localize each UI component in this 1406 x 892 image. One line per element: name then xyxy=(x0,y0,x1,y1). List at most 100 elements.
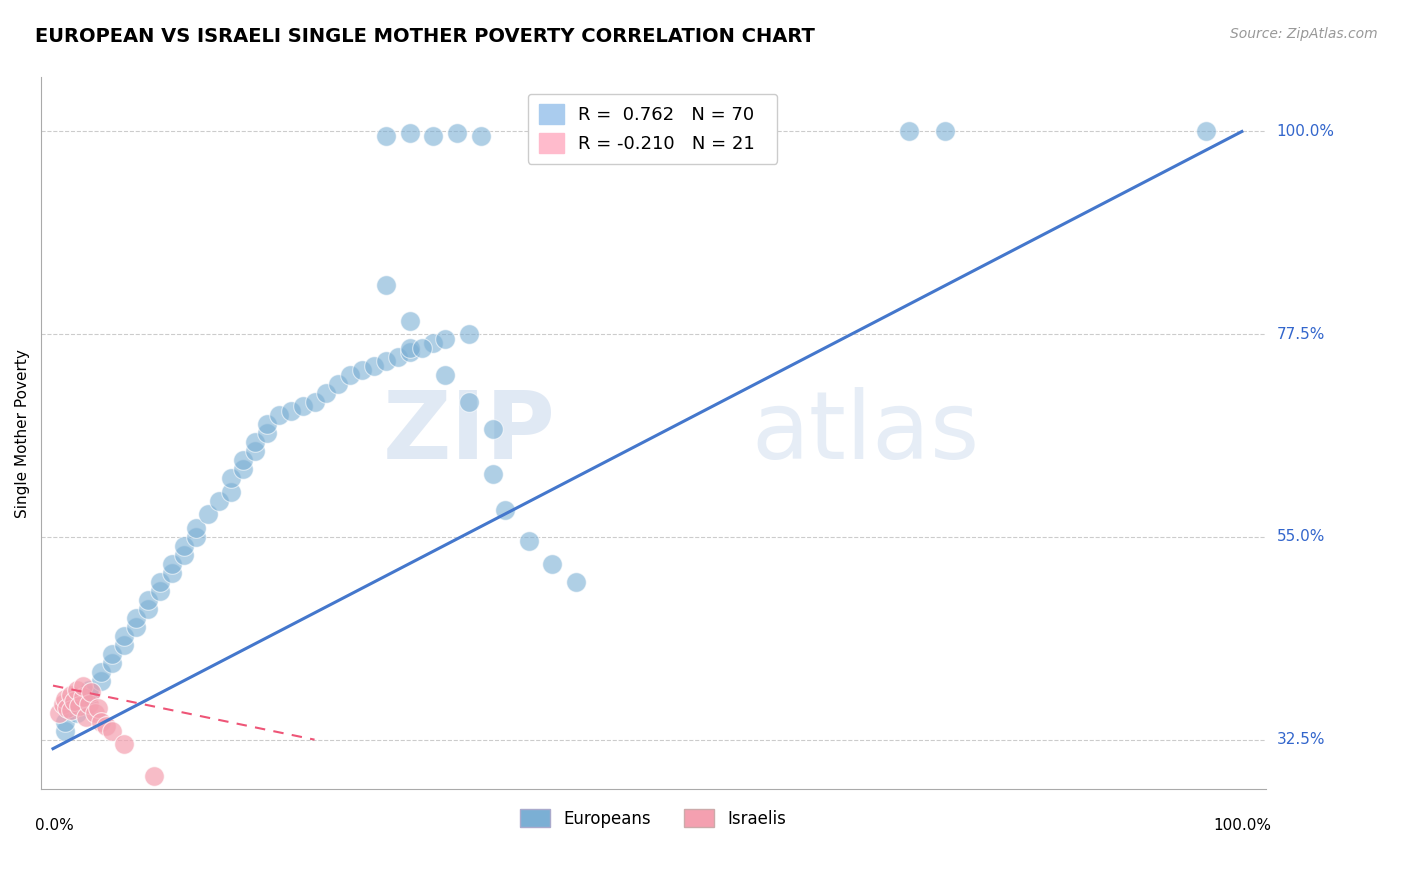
Point xyxy=(304,394,326,409)
Point xyxy=(112,737,135,751)
Point xyxy=(315,385,337,400)
Point xyxy=(77,683,100,698)
Point xyxy=(101,723,124,738)
Point xyxy=(101,647,124,661)
Point xyxy=(67,699,90,714)
Text: 55.0%: 55.0% xyxy=(1277,530,1324,544)
Point xyxy=(470,128,492,143)
Point xyxy=(256,417,278,432)
Text: 100.0%: 100.0% xyxy=(1277,124,1334,139)
Point xyxy=(160,566,183,580)
Point xyxy=(934,124,956,138)
Point xyxy=(53,723,76,738)
Text: 32.5%: 32.5% xyxy=(1277,732,1326,747)
Point xyxy=(256,426,278,441)
Point xyxy=(75,710,97,724)
Point xyxy=(291,399,314,413)
Point xyxy=(160,557,183,571)
Point xyxy=(434,332,457,346)
Point xyxy=(66,706,89,720)
Point xyxy=(374,277,396,292)
Point xyxy=(541,557,564,571)
Point xyxy=(59,688,82,702)
Point xyxy=(517,534,540,549)
Point xyxy=(56,701,79,715)
Text: Source: ZipAtlas.com: Source: ZipAtlas.com xyxy=(1230,27,1378,41)
Point xyxy=(434,368,457,382)
Point xyxy=(53,714,76,729)
Point xyxy=(125,620,148,634)
Point xyxy=(422,128,444,143)
Point xyxy=(458,327,481,342)
Point xyxy=(482,422,505,436)
Point xyxy=(184,530,207,544)
Point xyxy=(232,453,254,467)
Point xyxy=(143,769,166,783)
Point xyxy=(446,126,468,140)
Point xyxy=(80,685,103,699)
Point xyxy=(149,574,172,589)
Point xyxy=(422,336,444,351)
Point xyxy=(898,124,921,138)
Point xyxy=(184,521,207,535)
Point xyxy=(363,359,385,373)
Point xyxy=(387,350,409,364)
Point xyxy=(398,314,420,328)
Point xyxy=(66,697,89,711)
Point xyxy=(458,394,481,409)
Y-axis label: Single Mother Poverty: Single Mother Poverty xyxy=(15,349,30,517)
Point xyxy=(125,611,148,625)
Point xyxy=(221,471,243,485)
Point xyxy=(1195,124,1218,138)
Text: ZIP: ZIP xyxy=(382,387,555,479)
Point xyxy=(482,467,505,481)
Point xyxy=(280,404,302,418)
Point xyxy=(59,703,82,717)
Point xyxy=(96,719,118,733)
Text: 100.0%: 100.0% xyxy=(1213,818,1272,833)
Point xyxy=(101,656,124,670)
Point xyxy=(267,409,290,423)
Point xyxy=(51,697,73,711)
Point xyxy=(90,665,112,679)
Point xyxy=(72,690,94,705)
Text: atlas: atlas xyxy=(751,387,980,479)
Point xyxy=(136,593,159,607)
Point xyxy=(374,354,396,368)
Point xyxy=(48,706,70,720)
Text: 77.5%: 77.5% xyxy=(1277,326,1324,342)
Point xyxy=(197,508,219,522)
Point xyxy=(374,128,396,143)
Point xyxy=(90,714,112,729)
Point xyxy=(149,584,172,599)
Point xyxy=(232,462,254,476)
Point xyxy=(66,683,89,698)
Point xyxy=(63,694,86,708)
Point xyxy=(494,503,516,517)
Point xyxy=(398,126,420,140)
Point xyxy=(87,701,110,715)
Point xyxy=(328,376,350,391)
Point xyxy=(77,697,100,711)
Point xyxy=(398,345,420,359)
Point xyxy=(173,548,195,562)
Point xyxy=(90,674,112,689)
Point xyxy=(243,444,266,458)
Text: EUROPEAN VS ISRAELI SINGLE MOTHER POVERTY CORRELATION CHART: EUROPEAN VS ISRAELI SINGLE MOTHER POVERT… xyxy=(35,27,815,45)
Point xyxy=(112,638,135,652)
Point xyxy=(339,368,361,382)
Point xyxy=(136,602,159,616)
Text: 0.0%: 0.0% xyxy=(35,818,73,833)
Point xyxy=(243,435,266,450)
Point xyxy=(411,341,433,355)
Point xyxy=(755,125,778,139)
Point xyxy=(221,484,243,499)
Legend: Europeans, Israelis: Europeans, Israelis xyxy=(513,802,793,834)
Point xyxy=(77,688,100,702)
Point xyxy=(72,679,94,693)
Point xyxy=(112,629,135,643)
Point xyxy=(173,539,195,553)
Point xyxy=(565,574,588,589)
Point xyxy=(83,706,105,720)
Point xyxy=(208,494,231,508)
